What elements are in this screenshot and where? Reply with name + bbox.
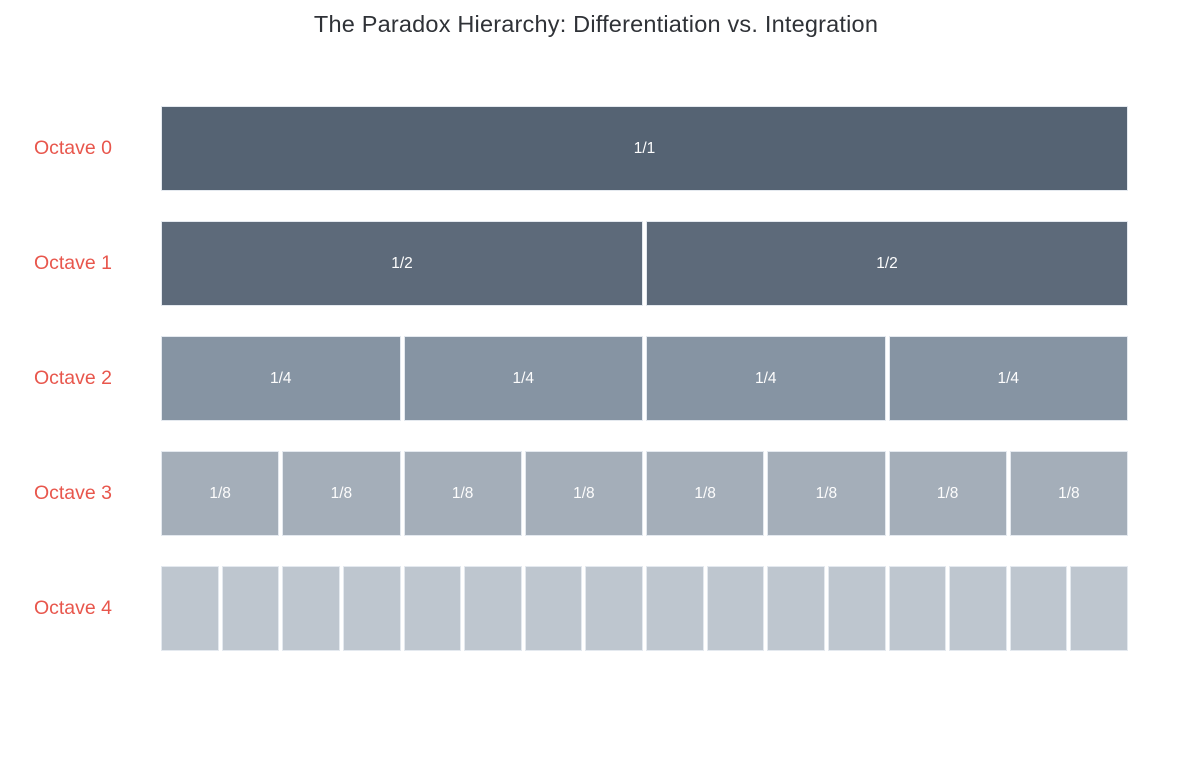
- block-label: 1/4: [997, 369, 1020, 387]
- octave-row: Octave 4: [0, 566, 1128, 651]
- partition-block: [706, 566, 765, 651]
- partition-block: [888, 566, 947, 651]
- block-label: 1/4: [512, 369, 535, 387]
- block-label: 1/1: [633, 139, 656, 157]
- row-bar: 1/2 1/2: [161, 221, 1128, 306]
- octave-row: Octave 3 1/8 1/8 1/8 1/8 1/8 1/8 1/8 1/8: [0, 451, 1128, 536]
- partition-block: 1/4: [888, 336, 1128, 421]
- partition-block: 1/8: [161, 451, 280, 536]
- partition-block: 1/4: [646, 336, 886, 421]
- partition-block: [161, 566, 219, 651]
- block-label: 1/8: [936, 484, 959, 502]
- octave-row: Octave 0 1/1: [0, 106, 1128, 191]
- partition-block: [1070, 566, 1128, 651]
- octave-row: Octave 1 1/2 1/2: [0, 221, 1128, 306]
- partition-block: [403, 566, 462, 651]
- partition-block: 1/1: [161, 106, 1128, 191]
- partition-block: 1/8: [524, 451, 643, 536]
- row-label: Octave 4: [33, 597, 112, 619]
- block-label: 1/2: [391, 254, 413, 272]
- chart-title: The Paradox Hierarchy: Differentiation v…: [313, 11, 879, 37]
- partition-block: [827, 566, 886, 651]
- block-label: 1/2: [876, 254, 898, 272]
- partition-block: 1/4: [161, 336, 401, 421]
- partition-block: [585, 566, 643, 651]
- block-label: 1/8: [209, 484, 231, 502]
- row-bar: 1/1: [161, 106, 1128, 191]
- partition-block: 1/8: [282, 451, 401, 536]
- partition-block: [524, 566, 583, 651]
- block-label: 1/4: [269, 369, 292, 387]
- row-label: Octave 0: [33, 137, 112, 159]
- partition-block: [282, 566, 340, 651]
- block-label: 1/8: [815, 484, 838, 502]
- partition-block: 1/4: [403, 336, 643, 421]
- partition-block: 1/2: [161, 221, 643, 306]
- partition-block: 1/8: [767, 451, 886, 536]
- partition-block: [646, 566, 704, 651]
- partition-block: [342, 566, 401, 651]
- row-label: Octave 1: [33, 252, 112, 274]
- block-label: 1/8: [573, 484, 595, 502]
- row-bar: 1/8 1/8 1/8 1/8 1/8 1/8 1/8 1/8: [161, 451, 1128, 536]
- partition-block: 1/8: [646, 451, 765, 536]
- partition-block: 1/8: [888, 451, 1007, 536]
- partition-block: [464, 566, 522, 651]
- partition-block: [1009, 566, 1068, 651]
- octave-row: Octave 2 1/4 1/4 1/4 1/4: [0, 336, 1128, 421]
- block-label: 1/8: [451, 484, 474, 502]
- partition-block: [767, 566, 825, 651]
- block-label: 1/8: [694, 484, 716, 502]
- row-bar: [161, 566, 1128, 651]
- row-label: Octave 2: [33, 367, 112, 389]
- partition-block: [949, 566, 1007, 651]
- partition-block: 1/2: [646, 221, 1128, 306]
- row-label: Octave 3: [33, 482, 112, 504]
- block-label: 1/4: [754, 369, 777, 387]
- hierarchy-rows: Octave 0 1/1 Octave 1 1/2 1/2 Octave 2 1/4 1/4 1…: [0, 106, 1128, 651]
- partition-block: 1/8: [403, 451, 522, 536]
- row-bar: 1/4 1/4 1/4 1/4: [161, 336, 1128, 421]
- partition-block: [221, 566, 280, 651]
- block-label: 1/8: [1058, 484, 1080, 502]
- block-label: 1/8: [330, 484, 353, 502]
- partition-block: 1/8: [1009, 451, 1128, 536]
